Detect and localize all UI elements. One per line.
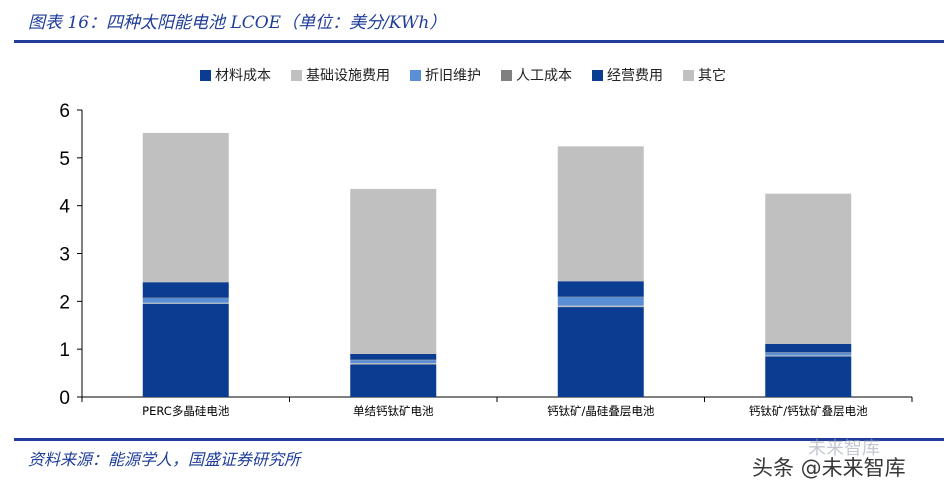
watermark-faint: 未来智库 <box>808 438 880 459</box>
figure-title: 图表 16：四种太阳能电池 LCOE（单位：美分/KWh） <box>28 13 447 33</box>
bar-segment <box>142 303 229 397</box>
top-rule <box>14 40 944 43</box>
legend-item: 基础设施费用 <box>291 65 390 85</box>
legend-label: 材料成本 <box>215 68 271 84</box>
source-note: 资料来源：能源学人，国盛证券研究所 <box>28 450 301 469</box>
watermark: 头条 @未来智库 <box>752 456 906 480</box>
bar-segment <box>765 343 852 353</box>
legend-item: 材料成本 <box>200 65 271 85</box>
legend-label: 经营费用 <box>607 68 663 84</box>
legend-swatch <box>592 69 603 81</box>
bottom-rule <box>14 438 944 441</box>
chart-legend: 材料成本 基础设施费用 折旧维护 人工成本 经营费用 其它 <box>200 64 726 86</box>
legend-swatch <box>200 69 211 81</box>
bar-segment <box>350 363 437 365</box>
legend-item: 人工成本 <box>501 65 572 85</box>
bar-segment <box>765 352 852 356</box>
bar-segment <box>350 364 437 397</box>
y-tick-label: 2 <box>59 292 70 313</box>
y-tick-label: 3 <box>59 245 70 266</box>
legend-swatch <box>410 69 421 81</box>
bar-segment <box>557 281 644 297</box>
bar-segment <box>142 302 229 304</box>
bar-segment <box>765 355 852 357</box>
y-tick-label: 1 <box>59 340 70 361</box>
legend-item: 经营费用 <box>592 65 663 85</box>
x-tick-label: 单结钙钛矿电池 <box>353 404 434 418</box>
legend-item: 折旧维护 <box>410 65 481 85</box>
legend-label: 基础设施费用 <box>306 68 390 84</box>
bar-segment <box>142 282 229 298</box>
bar-segment <box>765 193 852 344</box>
legend-swatch <box>291 69 302 81</box>
y-tick-label: 6 <box>59 101 70 122</box>
bar-segment <box>557 297 644 306</box>
legend-label: 其它 <box>698 68 726 84</box>
bar-segment <box>765 356 852 397</box>
y-tick-label: 4 <box>59 197 70 218</box>
bar-segment <box>557 307 644 397</box>
y-tick-label: 5 <box>59 149 70 170</box>
legend-label: 折旧维护 <box>425 68 481 84</box>
legend-swatch <box>683 69 694 81</box>
bar-segment <box>557 146 644 282</box>
bar-segment <box>350 353 437 360</box>
legend-item: 其它 <box>683 65 726 85</box>
bar-segment <box>142 297 229 303</box>
legend-swatch <box>501 69 512 81</box>
bar-segment <box>350 188 437 354</box>
x-tick-label: 钙钛矿/晶硅叠层电池 <box>547 404 655 418</box>
x-tick-label: 钙钛矿/钙钛矿叠层电池 <box>749 404 868 418</box>
bar-segment <box>557 305 644 308</box>
y-tick-label: 0 <box>59 388 70 409</box>
legend-label: 人工成本 <box>516 68 572 84</box>
x-tick-label: PERC多晶硅电池 <box>142 404 230 418</box>
bar-segment <box>350 360 437 364</box>
bar-segment <box>142 132 229 283</box>
